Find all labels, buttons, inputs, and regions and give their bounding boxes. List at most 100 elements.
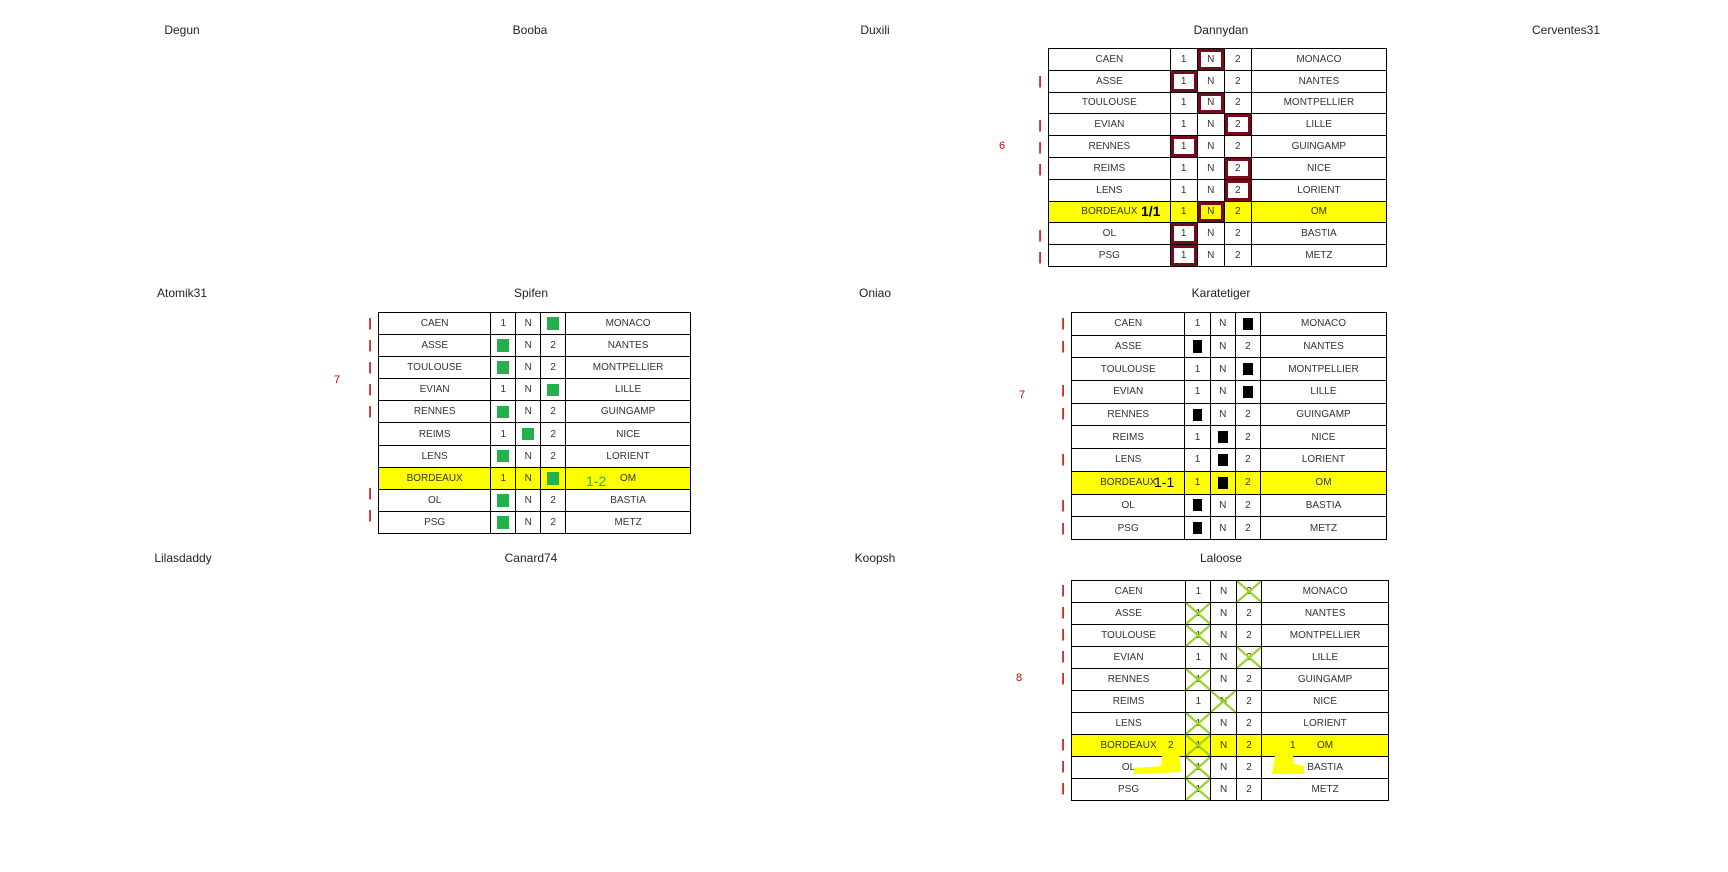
pick-n-cell: N: [1209, 312, 1236, 336]
home-team-cell: PSG: [1070, 778, 1187, 801]
table-row: LENS 1 N 2 LORIENT: [1048, 178, 1388, 202]
pick-1-cell: 1: [1169, 135, 1198, 158]
pick-n-cell: N: [515, 488, 542, 512]
pick-2-cell: 2: [1234, 516, 1261, 540]
pick-1-cell: 1: [1184, 470, 1211, 495]
pick-1-cell: 1: [1185, 602, 1212, 625]
home-team-cell: TOULOUSE: [377, 356, 492, 380]
pick-2-cell: 2: [1223, 48, 1252, 71]
pick-square-mark: [547, 471, 560, 485]
pick-cross-mark: [1235, 580, 1263, 603]
pick-2-cell: 2: [1223, 113, 1252, 137]
table-row: BORDEAUX 1 N 2 OM: [377, 466, 691, 490]
home-team-cell: CAEN: [1070, 312, 1186, 336]
pick-n-cell: N: [1210, 646, 1237, 669]
home-team-cell: OL: [1070, 756, 1187, 779]
away-team-cell: MONTPELLIER: [1259, 357, 1388, 382]
away-team-cell: OM: [1261, 734, 1389, 757]
pick-cross-mark: [1185, 778, 1212, 801]
table-row: CAEN 1 N 2 MONACO: [377, 311, 691, 336]
pick-2-cell: 2: [1223, 135, 1252, 158]
pick-square-mark: [1192, 521, 1203, 535]
pick-box-mark: [1170, 136, 1197, 157]
pick-2-cell: 2: [540, 378, 567, 402]
table-row: REIMS 1 N 2 NICE: [1070, 690, 1389, 713]
pick-2-cell: 2: [1235, 690, 1263, 713]
away-team-cell: METZ: [565, 510, 691, 535]
pick-n-cell: N: [515, 400, 542, 424]
pick-1-cell: 1: [1169, 48, 1198, 71]
away-team-cell: LILLE: [1261, 646, 1389, 669]
score-spifen: 7: [333, 374, 341, 386]
pick-2-cell: 2: [1223, 69, 1252, 93]
home-team-cell: RENNES: [1048, 135, 1171, 158]
away-team-cell: METZ: [1259, 516, 1388, 540]
pick-2-cell: 2: [1235, 668, 1263, 691]
validation-tick-mark: |: [1061, 452, 1065, 466]
pick-cross-mark: [1185, 602, 1212, 625]
prediction-grid-dannydan: CAEN 1 N 2 MONACO ASSE 1 N 2 NANTES TOULOUSE 1 N 2 MON…: [1048, 48, 1388, 267]
pick-2-cell: 2: [1234, 334, 1261, 359]
table-row: OL 1 N 2 BASTIA: [1048, 222, 1388, 246]
validation-tick-mark: |: [1061, 671, 1065, 685]
pick-n-cell: N: [1196, 200, 1225, 224]
validation-tick-mark: |: [368, 338, 372, 352]
table-row: RENNES 1 N 2 GUINGAMP: [377, 400, 691, 424]
away-team-cell: MONTPELLIER: [1261, 624, 1389, 647]
away-team-cell: LORIENT: [565, 444, 691, 468]
home-team-cell: LENS: [1048, 178, 1171, 202]
pick-n-cell: N: [515, 356, 542, 380]
pick-square-mark: [1217, 476, 1228, 489]
pick-square-mark: [497, 516, 510, 529]
pick-n-cell: N: [1196, 135, 1225, 158]
home-team-cell: CAEN: [1048, 48, 1171, 71]
pick-2-cell: 2: [1235, 756, 1263, 779]
table-row: EVIAN 1 N 2 LILLE: [1070, 646, 1389, 669]
pick-n-cell: N: [1210, 690, 1237, 713]
pick-n-cell: N: [1210, 756, 1237, 779]
table-row: RENNES 1 N 2 GUINGAMP: [1070, 668, 1389, 691]
pick-2-cell: 2: [540, 488, 567, 512]
pick-box-mark: [1170, 70, 1197, 92]
pick-1-cell: 1: [490, 466, 517, 490]
table-row: TOULOUSE 1 N 2 MONTPELLIER: [1070, 624, 1389, 647]
prediction-grid-laloose: CAEN 1 N 2 MONACO ASSE 1 N 2 NANTES TOULOUSE 1 N 2 MON…: [1070, 580, 1389, 801]
away-team-cell: BASTIA: [1259, 493, 1388, 518]
validation-tick-mark: |: [1061, 583, 1065, 597]
pick-n-cell: N: [1196, 69, 1225, 93]
pick-n-cell: N: [1196, 178, 1225, 202]
home-team-cell: REIMS: [1070, 425, 1186, 450]
pick-1-cell: 1: [1184, 334, 1211, 359]
home-team-cell: LENS: [1070, 448, 1186, 472]
away-team-cell: NICE: [1261, 690, 1389, 713]
pick-1-cell: 1: [1184, 380, 1211, 404]
pick-1-cell: 1: [1184, 312, 1211, 336]
player-name-dannydan: Dannydan: [1193, 23, 1249, 37]
pick-2-cell: 2: [1235, 778, 1263, 801]
home-team-cell: PSG: [377, 510, 492, 535]
pick-n-cell: N: [1196, 244, 1225, 267]
validation-tick-mark: |: [368, 508, 372, 522]
away-team-cell: GUINGAMP: [565, 400, 691, 424]
table-row: PSG 1 N 2 METZ: [377, 510, 691, 535]
pick-2-cell: 2: [1234, 402, 1261, 427]
away-team-cell: MONTPELLIER: [565, 356, 691, 380]
pick-2-cell: 2: [1223, 156, 1252, 180]
pick-2-cell: 2: [1234, 357, 1261, 382]
pick-n-cell: N: [515, 422, 542, 446]
pick-n-cell: N: [1209, 402, 1236, 427]
table-row: REIMS 1 N 2 NICE: [377, 422, 691, 446]
pick-box-mark: [1197, 201, 1224, 223]
table-row: TOULOUSE 1 N 2 MONTPELLIER: [377, 356, 691, 380]
validation-tick-mark: |: [368, 316, 372, 330]
pick-square-mark: [547, 383, 560, 397]
away-team-cell: LORIENT: [1250, 178, 1388, 202]
table-row: OL 1 N 2 BASTIA: [1070, 493, 1388, 518]
validation-tick-mark: |: [1061, 316, 1065, 330]
pick-1-cell: 1: [1185, 756, 1212, 779]
pick-2-cell: 2: [1223, 91, 1252, 115]
validation-tick-mark: |: [1061, 383, 1065, 397]
pick-2-cell: 2: [1235, 580, 1263, 603]
pick-2-cell: 2: [1223, 200, 1252, 224]
table-row: BORDEAUX 1 N 2 OM: [1070, 734, 1389, 757]
